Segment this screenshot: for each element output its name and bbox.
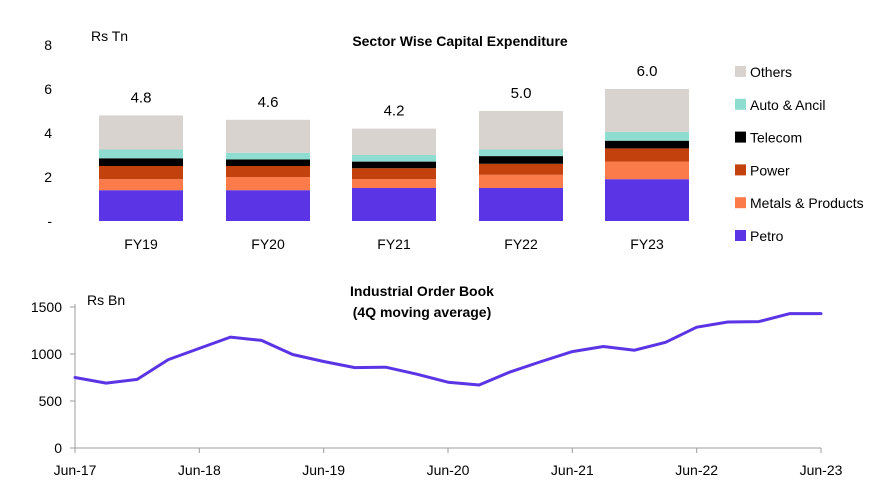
- capex-bar-segment: [226, 190, 310, 221]
- capex-bar-segment: [226, 159, 310, 166]
- capex-bar-segment: [605, 89, 689, 132]
- capex-y-axis: - 2 4 6 8: [44, 37, 52, 229]
- capex-legend-label: Others: [750, 64, 792, 80]
- orderbook-x-tick-label: Jun-23: [800, 462, 843, 478]
- orderbook-chart-title: Industrial Order Book: [350, 283, 494, 299]
- capex-bar-segment: [99, 115, 183, 150]
- orderbook-line: [73, 312, 823, 387]
- capex-bar-segment: [605, 179, 689, 221]
- capex-bar-segment: [352, 168, 436, 180]
- capex-bar-segment: [479, 174, 563, 188]
- capex-total-label: 5.0: [511, 85, 532, 102]
- capex-category-label: FY19: [124, 236, 158, 252]
- capex-total-label: 6.0: [637, 63, 658, 80]
- capex-y-tick-label: 4: [44, 125, 52, 141]
- capex-bars: 4.8 FY19 4.6 FY20 4.2 FY21 5.0 FY22 6.0 FY23: [99, 63, 689, 252]
- capex-bar-segment: [605, 148, 689, 162]
- capex-legend-swatch: [735, 131, 746, 143]
- capex-bar-segment: [99, 158, 183, 166]
- orderbook-x-tick-label: Jun-19: [302, 462, 345, 478]
- capex-bar-segment: [605, 161, 689, 180]
- capex-legend-label: Power: [750, 162, 790, 178]
- orderbook-x-tick-label: Jun-17: [54, 462, 97, 478]
- capex-bar-segment: [352, 179, 436, 188]
- orderbook-axes: 0 500 1000 1500 Jun-17 Jun-18 Jun-19 Jun-20 Jun-…: [31, 299, 843, 478]
- capex-bar-segment: [605, 140, 689, 149]
- capex-y-tick-label: -: [47, 213, 52, 229]
- orderbook-y-tick-label: 1500: [31, 299, 62, 315]
- capex-legend-label: Telecom: [750, 130, 802, 146]
- orderbook-chart-subtitle: (4Q moving average): [353, 304, 492, 320]
- capex-chart-title: Sector Wise Capital Expenditure: [352, 33, 568, 49]
- capex-legend-label: Metals & Products: [750, 195, 864, 211]
- capex-legend-swatch: [735, 98, 746, 110]
- orderbook-line-series: [73, 312, 823, 387]
- capex-legend-label: Auto & Ancil: [750, 97, 826, 113]
- capex-y-tick-label: 2: [44, 169, 52, 185]
- capex-bar-segment: [226, 166, 310, 177]
- capex-bar-segment: [352, 188, 436, 221]
- capex-bar-segment: [99, 179, 183, 191]
- capex-total-label: 4.6: [258, 94, 279, 111]
- capex-total-label: 4.2: [384, 103, 405, 120]
- capex-bar-segment: [99, 149, 183, 159]
- capex-bar-segment: [605, 131, 689, 141]
- capex-bar-segment: [99, 190, 183, 221]
- capex-bar-segment: [99, 166, 183, 180]
- capex-category-label: FY23: [630, 236, 664, 252]
- capex-category-label: FY21: [377, 236, 411, 252]
- capex-legend-swatch: [735, 197, 746, 209]
- capex-legend-label: Petro: [750, 228, 784, 244]
- orderbook-y-unit-label: Rs Bn: [87, 292, 125, 308]
- capex-bar-segment: [352, 155, 436, 162]
- capex-category-label: FY22: [504, 236, 538, 252]
- orderbook-y-tick-label: 0: [54, 440, 62, 456]
- orderbook-y-tick-label: 500: [39, 393, 63, 409]
- capex-bar-segment: [226, 152, 310, 160]
- capex-category-label: FY20: [251, 236, 285, 252]
- capex-legend: Others Auto & Ancil Telecom Power Metals & P…: [735, 64, 864, 244]
- capex-bar-segment: [226, 119, 310, 153]
- capex-y-tick-label: 8: [44, 37, 52, 53]
- orderbook-x-tick-label: Jun-22: [675, 462, 718, 478]
- orderbook-x-tick-label: Jun-18: [178, 462, 221, 478]
- capex-legend-swatch: [735, 230, 746, 241]
- capex-y-tick-label: 6: [44, 81, 52, 97]
- capex-bar-segment: [352, 128, 436, 155]
- capex-legend-swatch: [735, 66, 746, 77]
- capex-total-label: 4.8: [131, 89, 152, 106]
- capex-bar-segment: [479, 163, 563, 175]
- capex-y-unit-label: Rs Tn: [91, 28, 128, 44]
- orderbook-y-tick-label: 1000: [31, 346, 62, 362]
- capex-bar-segment: [479, 111, 563, 150]
- capex-bar-segment: [479, 188, 563, 221]
- capex-bar-segment: [226, 177, 310, 191]
- capex-bar-segment: [479, 156, 563, 164]
- capex-legend-swatch: [735, 164, 746, 176]
- orderbook-x-tick-label: Jun-20: [427, 462, 470, 478]
- orderbook-x-tick-label: Jun-21: [551, 462, 594, 478]
- capex-bar-segment: [352, 161, 436, 169]
- capex-bar-segment: [479, 149, 563, 157]
